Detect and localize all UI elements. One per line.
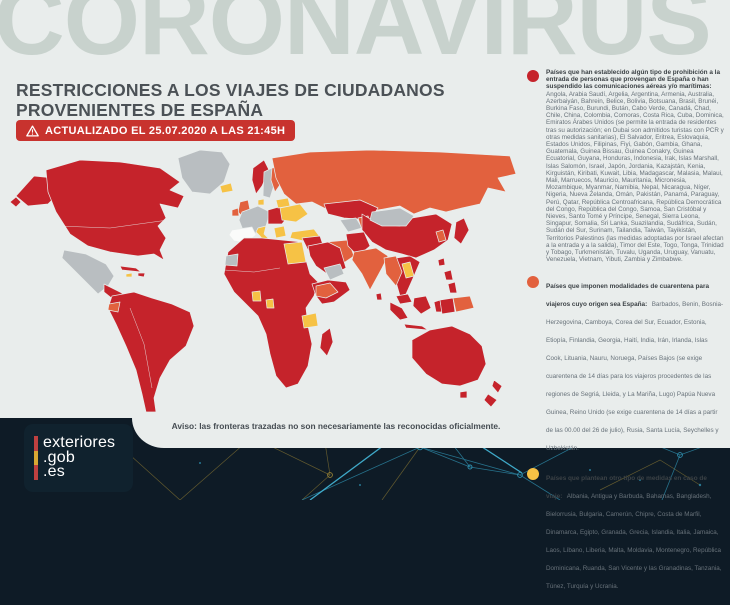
- region-hispaniola: [137, 272, 146, 278]
- border-us-canada: [57, 219, 169, 229]
- region-japan: [453, 217, 470, 245]
- region-korea: [435, 229, 447, 243]
- region-sri-lanka: [375, 292, 383, 301]
- content-card-extension: [132, 418, 730, 448]
- region-norway: [251, 159, 270, 195]
- updated-badge-label: ACTUALIZADO EL 25.07.2020 A LAS 21:45H: [45, 124, 286, 137]
- legend-countries: Angola, Arabia Saudí, Argelia, Argentina…: [546, 90, 724, 264]
- region-iceland: [219, 182, 234, 194]
- region-taiwan: [437, 257, 446, 267]
- region-new-zealand-north: [491, 379, 503, 394]
- legend-countries: Barbados, Benin, Bosnia-Herzegovina, Cam…: [546, 301, 724, 453]
- region-malaysia: [395, 293, 413, 305]
- region-africa-main: [223, 237, 319, 389]
- spain-flag-stripe-icon: [34, 436, 38, 481]
- region-cuba: [119, 265, 142, 273]
- region-greenland: [177, 149, 231, 195]
- logo-line-gob: .gob: [43, 448, 75, 466]
- region-balkans-greece: [273, 225, 287, 239]
- region-india: [351, 247, 389, 291]
- region-tasmania: [459, 390, 468, 399]
- orange-bullet-icon: [527, 276, 539, 289]
- region-mongolia: [369, 207, 415, 227]
- coronavirus-watermark: CORONAVIRUS: [0, 0, 712, 75]
- legend-item-quarantine: Países que imponen modalidades de cuaren…: [527, 275, 724, 455]
- warning-triangle-icon: [26, 124, 39, 137]
- region-egypt: [283, 241, 307, 265]
- region-western-sahara: [224, 253, 239, 267]
- region-ireland: [231, 207, 240, 217]
- region-ukraine: [279, 203, 309, 223]
- region-jamaica: [125, 272, 133, 278]
- region-australia: [411, 325, 487, 387]
- region-gabon: [265, 298, 275, 309]
- region-papua-new-guinea: [452, 295, 475, 313]
- region-ethiopia: [315, 282, 339, 299]
- border-sahara: [223, 267, 281, 273]
- legend-countries: Albania, Antigua y Barbuda, Bahamas, Ban…: [546, 493, 722, 591]
- exteriores-gob-es-logo: exteriores .gob .es: [24, 424, 133, 492]
- region-tanzania: [301, 312, 319, 329]
- legend: Países que han establecido algún tipo de…: [527, 69, 724, 605]
- region-sumatra: [389, 301, 409, 321]
- region-java: [403, 323, 429, 331]
- legend-item-other-measures: Países que plantean otro tipo de medidas…: [527, 467, 724, 593]
- legend-title: Países que imponen modalidades de cuaren…: [546, 283, 710, 309]
- legend-title: Países que plantean otro tipo de medidas…: [546, 475, 707, 501]
- region-new-zealand-south: [483, 393, 498, 408]
- region-ghana: [251, 290, 262, 302]
- region-denmark: [257, 198, 265, 206]
- world-map: [10, 149, 517, 413]
- region-aleutian: [10, 196, 22, 208]
- legend-item-prohibition: Países que han establecido algún tipo de…: [527, 69, 724, 263]
- region-mexico: [61, 249, 115, 295]
- region-ecuador: [107, 301, 121, 313]
- logo-text: exteriores .gob .es: [43, 434, 116, 481]
- map-disclaimer: Aviso: las fronteras trazadas no son nec…: [171, 421, 501, 431]
- region-philippines-south: [447, 281, 458, 294]
- region-philippines-north: [443, 269, 454, 281]
- region-russia: [271, 149, 517, 215]
- region-borneo: [412, 295, 432, 315]
- logo-line-exteriores: exteriores: [43, 434, 116, 452]
- flag-red-bottom: [34, 465, 38, 481]
- border-south-america: [129, 307, 153, 389]
- region-madagascar: [319, 327, 334, 357]
- page-title: RESTRICCIONES A LOS VIAJES DE CIUDADANOS…: [16, 79, 445, 120]
- region-south-america: [107, 291, 195, 413]
- updated-badge: ACTUALIZADO EL 25.07.2020 A LAS 21:45H: [16, 120, 296, 141]
- region-laos: [401, 261, 415, 279]
- red-bullet-icon: [527, 70, 539, 82]
- logo-line-es: .es: [43, 463, 65, 481]
- region-myanmar: [383, 255, 403, 287]
- region-new-guinea-west: [439, 297, 456, 315]
- legend-title: Países que han establecido algún tipo de…: [546, 69, 721, 91]
- yellow-bullet-icon: [527, 468, 539, 481]
- flag-yellow-mid: [34, 450, 38, 466]
- region-yemen-oman: [323, 263, 345, 281]
- flag-red-top: [34, 436, 38, 451]
- region-canada-usa: [45, 159, 185, 261]
